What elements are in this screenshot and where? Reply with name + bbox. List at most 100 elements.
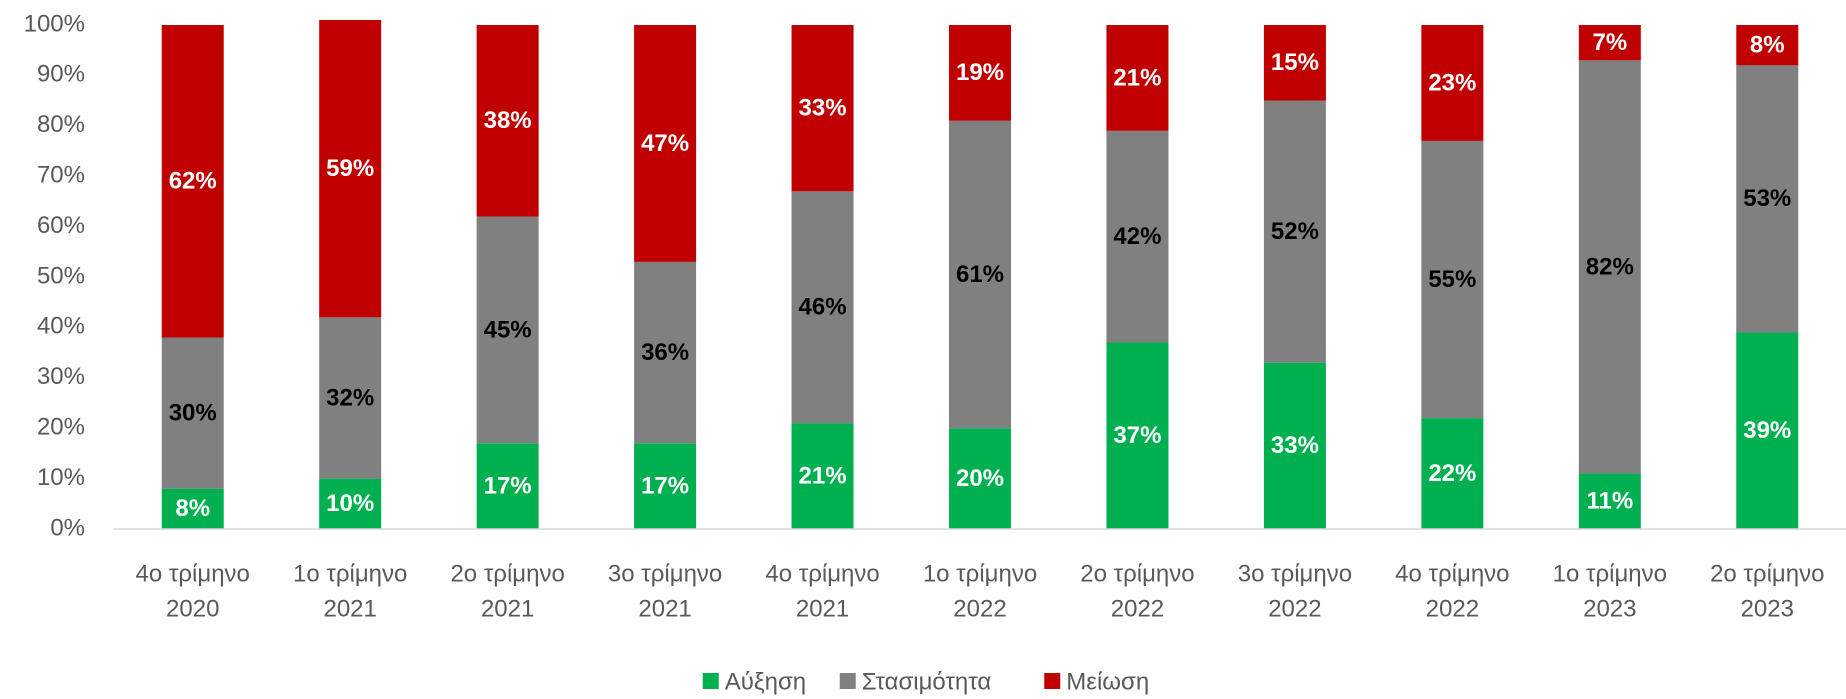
y-tick-label: 80% (37, 111, 85, 138)
bar-segment (634, 261, 697, 444)
data-label: 15% (1271, 49, 1319, 76)
x-tick-label: 4ο τρίμηνο (765, 560, 879, 587)
bar-segment (791, 423, 854, 529)
bar-segment (949, 428, 1011, 529)
x-tick-label: 1ο τρίμηνο (923, 560, 1037, 587)
data-label: 23% (1428, 69, 1476, 96)
data-label: 33% (799, 95, 847, 122)
data-label: 22% (1428, 460, 1476, 487)
x-tick-label: 2ο τρίμηνο (1080, 560, 1194, 587)
data-label: 30% (169, 399, 217, 426)
x-tick-label: 2ο τρίμηνο (1710, 560, 1824, 587)
data-label: 39% (1743, 417, 1791, 444)
x-tick-label: 2022 (1111, 595, 1164, 622)
y-tick-label: 60% (37, 212, 85, 239)
data-label: 19% (956, 59, 1004, 86)
bar-segment (1578, 473, 1641, 529)
bar-segment (161, 488, 224, 529)
bar-segment (1421, 418, 1484, 529)
x-tick-label: 2020 (166, 595, 219, 622)
x-tick-label: 2022 (1268, 595, 1321, 622)
y-tick-label: 90% (37, 61, 85, 88)
data-label: 20% (956, 465, 1004, 492)
data-label: 52% (1271, 218, 1319, 245)
bar-segment (791, 25, 854, 192)
data-label: 42% (1113, 223, 1161, 250)
data-label: 17% (484, 473, 532, 500)
bar-segment (1106, 130, 1169, 343)
legend-swatch (839, 673, 856, 689)
data-label: 11% (1586, 488, 1633, 515)
bar-segment (476, 216, 539, 444)
bar-segment (161, 337, 224, 489)
y-tick-label: 30% (37, 363, 85, 390)
data-label: 37% (1113, 422, 1161, 449)
bar-segment (476, 443, 539, 529)
bar-segment (634, 443, 697, 529)
data-label: 21% (1113, 64, 1161, 91)
bar-segment (1736, 332, 1799, 529)
legend-label: Μείωση (1066, 668, 1149, 695)
x-tick-label: 1ο τρίμηνο (293, 560, 407, 587)
x-tick-label: 2022 (953, 595, 1006, 622)
x-tick-label: 2021 (481, 595, 534, 622)
x-tick-label: 2022 (1426, 595, 1479, 622)
bar-segment (1263, 362, 1326, 529)
bar-segment (949, 120, 1011, 429)
bar-segment (1578, 25, 1641, 61)
y-tick-label: 100% (24, 10, 85, 37)
bar-segment (1106, 25, 1169, 131)
x-tick-label: 3ο τρίμηνο (608, 560, 722, 587)
x-tick-label: 2021 (323, 595, 376, 622)
data-label: 46% (799, 294, 847, 321)
bar-segment (1263, 25, 1326, 101)
bar-segment (319, 317, 382, 479)
x-tick-label: 2021 (796, 595, 849, 622)
y-tick-label: 50% (37, 262, 85, 289)
bar-segment (319, 478, 382, 529)
bar-segment (1263, 100, 1326, 363)
data-label: 45% (484, 316, 532, 343)
bar-segment (1421, 25, 1484, 141)
bar-segment (1736, 65, 1799, 333)
bar-segment (791, 191, 854, 424)
y-tick-label: 10% (37, 464, 85, 491)
x-tick-label: 2021 (638, 595, 691, 622)
x-tick-label: 4ο τρίμηνο (1395, 560, 1509, 587)
legend-swatch (1044, 673, 1061, 689)
data-label: 33% (1271, 432, 1319, 459)
x-tick-label: 3ο τρίμηνο (1238, 560, 1352, 587)
data-label: 7% (1592, 29, 1627, 56)
data-label: 21% (799, 462, 847, 489)
data-label: 8% (175, 495, 210, 522)
bar-segment (161, 25, 224, 338)
x-tick-label: 2023 (1741, 595, 1794, 622)
data-label: 82% (1586, 253, 1634, 280)
x-tick-label: 2023 (1583, 595, 1636, 622)
x-tick-label: 4ο τρίμηνο (136, 560, 250, 587)
data-label: 17% (641, 473, 689, 500)
bar-segment (319, 19, 382, 318)
y-tick-label: 40% (37, 313, 85, 340)
bar-segment (1736, 25, 1799, 66)
data-label: 10% (326, 490, 374, 517)
bar-segment (476, 25, 539, 217)
y-tick-label: 70% (37, 162, 85, 189)
bar-segment (634, 25, 697, 262)
data-label: 53% (1743, 185, 1791, 212)
bar-segment (949, 25, 1011, 121)
bar-segment (1578, 60, 1641, 474)
bar-segment (1421, 140, 1484, 419)
y-tick-label: 20% (37, 414, 85, 441)
data-label: 55% (1428, 266, 1476, 293)
legend-swatch (702, 673, 719, 689)
legend-label: Στασιμότητα (862, 668, 992, 695)
x-tick-label: 2ο τρίμηνο (450, 560, 564, 587)
y-tick-label: 0% (50, 514, 85, 541)
data-label: 61% (956, 261, 1004, 288)
bar-segment (1106, 342, 1169, 529)
data-label: 62% (169, 168, 217, 195)
data-label: 47% (641, 130, 689, 157)
x-tick-label: 1ο τρίμηνο (1553, 560, 1667, 587)
